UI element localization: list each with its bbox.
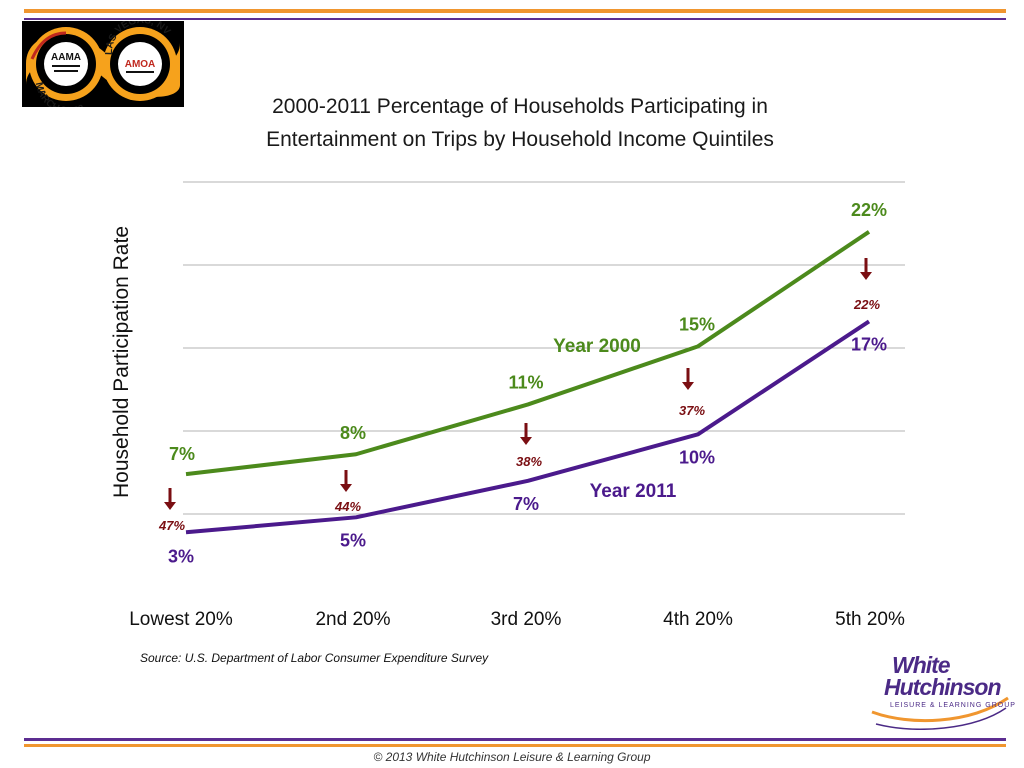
source-note: Source: U.S. Department of Labor Consume… [140, 651, 489, 665]
data-label-2000-4: 15% [679, 314, 715, 334]
data-labels: Year 2000 Year 2011 7% 8% 11% 15% 22% 3% 5% 7% 10%… [168, 200, 887, 566]
brand-line-2: Hutchinson [884, 674, 1001, 700]
x-tick-2nd-20: 2nd 20% [315, 609, 391, 630]
logo-right-badge-line [126, 71, 154, 73]
x-tick-5th-20: 5th 20% [835, 609, 905, 630]
logo-left-badge-line-2 [54, 70, 78, 72]
x-tick-lowest-20: Lowest 20% [129, 609, 233, 630]
bottom-orange-rule [24, 744, 1006, 747]
brand-swoosh [871, 696, 1009, 730]
data-label-2000-1: 7% [169, 444, 195, 464]
series-label-year-2000: Year 2000 [553, 336, 641, 357]
top-purple-rule [24, 18, 1006, 20]
logo-left-badge-line [52, 65, 80, 67]
chart-title-line-1: 2000-2011 Percentage of Households Parti… [272, 95, 768, 118]
decline-arrow-icon-2 [340, 484, 352, 492]
decline-arrow-icon-4 [682, 382, 694, 390]
x-tick-3rd-20: 3rd 20% [490, 609, 562, 630]
chart-title-line-2: Entertainment on Trips by Household Inco… [266, 128, 774, 151]
decline-label-3: 38% [516, 454, 542, 469]
brand-tagline: LEISURE & LEARNING GROUP [890, 702, 1016, 709]
bottom-purple-rule [24, 738, 1006, 741]
data-label-2000-3: 11% [508, 372, 543, 392]
logo-right-badge [118, 42, 162, 86]
data-label-2011-2: 5% [340, 530, 366, 550]
logo-red-swoosh [30, 31, 67, 60]
brand-line-1: White [892, 652, 951, 678]
logo-right-badge-text: AMOA [125, 59, 156, 70]
decline-label-1: 47% [158, 518, 185, 533]
decline-arrow-icon-1 [164, 502, 176, 510]
series-line-year-2011 [185, 319, 871, 535]
chart-title: 2000-2011 Percentage of Households Parti… [180, 90, 860, 156]
top-orange-rule [24, 9, 1006, 13]
series-lines [185, 230, 871, 535]
logo-left-badge [44, 42, 88, 86]
event-logo-graphic: LAS VEGAS, NV MARCH 20-22 AAMA AMOA [26, 15, 180, 117]
white-hutchinson-logo: White Hutchinson LEISURE & LEARNING GROU… [870, 652, 1015, 730]
event-logo: LAS VEGAS, NV MARCH 20-22 AAMA AMOA [22, 15, 184, 117]
series-line-year-2000 [185, 230, 871, 477]
data-label-2011-3: 7% [513, 494, 539, 514]
series-label-year-2011: Year 2011 [590, 481, 677, 502]
data-label-2000-5: 22% [851, 200, 887, 220]
data-label-2011-4: 10% [679, 447, 715, 467]
decline-label-5: 22% [853, 297, 880, 312]
x-tick-4th-20: 4th 20% [663, 609, 733, 630]
decline-arrow-icon-5 [860, 272, 872, 280]
decline-arrow-icon-3 [520, 437, 532, 445]
grid-lines [183, 181, 905, 515]
decline-label-4: 37% [679, 403, 705, 418]
data-label-2011-5: 17% [851, 334, 887, 354]
copyright-notice: © 2013 White Hutchinson Leisure & Learni… [373, 750, 651, 764]
decline-annotations: 47% 44% 38% 37% 22% [158, 258, 880, 533]
logo-left-badge-text: AAMA [51, 52, 81, 63]
data-label-2000-2: 8% [340, 423, 366, 443]
decline-label-2: 44% [334, 499, 361, 514]
data-label-2011-1: 3% [168, 546, 194, 566]
